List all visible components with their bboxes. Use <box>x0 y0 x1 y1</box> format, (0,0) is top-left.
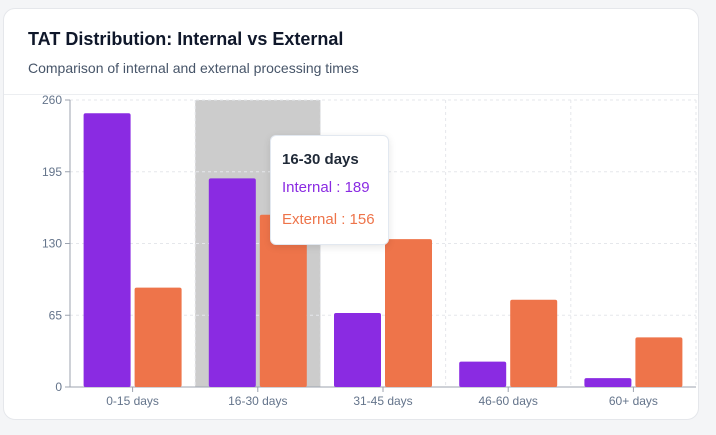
tooltip-external-label: External <box>282 211 338 228</box>
bars <box>83 113 683 387</box>
chart-subtitle: Comparison of internal and external proc… <box>28 60 359 76</box>
bar-external-3[interactable] <box>510 299 558 387</box>
tooltip-external-value: 156 <box>349 211 375 228</box>
bar-internal-1[interactable] <box>208 178 256 387</box>
x-tick-label: 60+ days <box>609 394 658 408</box>
tick-labels: 0 65 130 195 260 0-15 days 16-30 days 31-45 day… <box>42 93 658 408</box>
y-tick-label: 195 <box>42 165 62 179</box>
bar-internal-4[interactable] <box>584 378 632 387</box>
chart-title: TAT Distribution: Internal vs External <box>28 29 344 49</box>
tooltip-internal-label: Internal <box>282 179 333 196</box>
bar-internal-3[interactable] <box>459 361 507 387</box>
x-tick-label: 31-45 days <box>353 394 412 408</box>
x-tick-label: 46-60 days <box>479 394 538 408</box>
y-tick-label: 260 <box>42 93 62 107</box>
bar-internal-2[interactable] <box>334 313 381 387</box>
x-tick-label: 0-15 days <box>106 394 159 408</box>
tooltip-internal-value: 189 <box>344 179 370 196</box>
tooltip-internal-separator: : <box>332 179 345 196</box>
bar-external-4[interactable] <box>635 337 683 387</box>
bar-external-2[interactable] <box>385 239 432 387</box>
tooltip-external-separator: : <box>337 211 350 228</box>
y-tick-label: 130 <box>42 237 62 251</box>
y-tick-label: 0 <box>55 380 62 394</box>
chart-card: TAT Distribution: Internal vs External C… <box>3 8 699 420</box>
bar-internal-0[interactable] <box>83 113 131 387</box>
y-tick-label: 65 <box>49 308 63 322</box>
bar-chart[interactable]: 0 65 130 195 260 0-15 days 16-30 days 31-45 day… <box>4 9 699 420</box>
card-header: TAT Distribution: Internal vs External C… <box>4 9 698 95</box>
bar-external-0[interactable] <box>134 287 182 387</box>
x-tick-label: 16-30 days <box>228 394 287 408</box>
bar-external-1[interactable] <box>259 214 307 387</box>
tooltip-internal-row: Internal : 189 <box>282 179 370 196</box>
tooltip-external-row: External : 156 <box>282 211 375 228</box>
tooltip-title: 16-30 days <box>282 151 359 168</box>
chart-tooltip: 16-30 days Internal : 189 External : 156 <box>270 135 389 245</box>
